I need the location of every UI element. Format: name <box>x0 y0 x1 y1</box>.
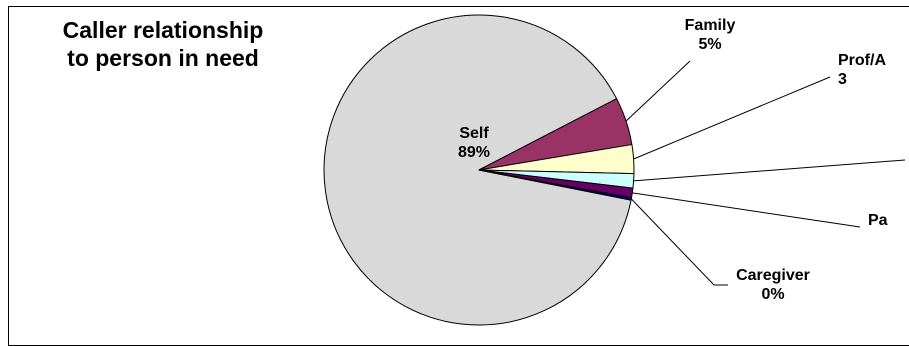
leader-line-caregiver <box>630 198 728 286</box>
leader-line-family <box>625 60 691 122</box>
label-self: Self 89% <box>458 125 490 161</box>
label-caregiver-value: 0% <box>761 286 784 303</box>
chart-title: Caller relationship to person in need <box>62 17 264 71</box>
label-self-name: Self <box>459 125 489 142</box>
label-prof: Prof/A 3 <box>838 52 886 88</box>
label-caregiver-name: Caregiver <box>736 267 810 284</box>
leader-line-prof <box>633 76 831 160</box>
label-family-name: Family <box>685 17 736 34</box>
label-pa: Pa <box>868 212 888 229</box>
label-caregiver: Caregiver 0% <box>736 267 810 303</box>
label-pa-name: Pa <box>868 212 888 229</box>
leader-line-other <box>633 159 906 182</box>
label-family-value: 5% <box>698 36 721 53</box>
label-family: Family 5% <box>685 17 736 53</box>
leader-lines <box>625 60 906 286</box>
label-self-value: 89% <box>458 144 490 161</box>
leader-line-pa <box>632 192 861 228</box>
slice-labels: Self 89% Family 5% Prof/A 3 Pa Caregiver 0% <box>458 17 888 303</box>
label-prof-value: 3 <box>838 71 847 88</box>
slice-self <box>323 14 632 326</box>
label-prof-name: Prof/A <box>838 52 886 69</box>
pie-chart: Self 89% Family 5% Prof/A 3 Pa Caregiver 0% <box>323 14 906 326</box>
pie-slices <box>323 14 635 326</box>
